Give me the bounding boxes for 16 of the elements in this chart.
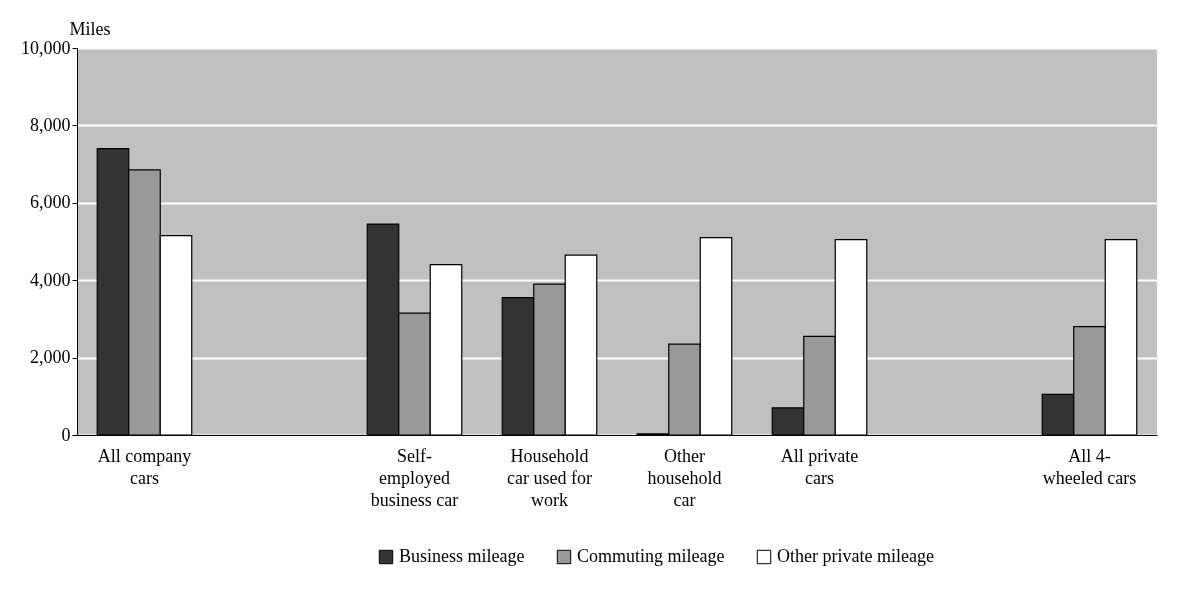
legend-label: Commuting mileage bbox=[577, 546, 725, 566]
y-tick-label: 2,000 bbox=[30, 347, 71, 368]
x-tick-label: Household car used for work bbox=[507, 445, 592, 510]
y-tick-label: 4,000 bbox=[30, 269, 71, 290]
y-axis-title: Miles bbox=[69, 18, 111, 39]
x-tick-label: Other household car bbox=[647, 445, 722, 510]
y-tick-label: 10,000 bbox=[21, 37, 71, 58]
legend-label: Business mileage bbox=[399, 546, 525, 566]
x-tick-label: Self-employed business car bbox=[370, 445, 459, 510]
x-tick-label: All 4-wheeled cars bbox=[1042, 445, 1137, 488]
y-tick-label: 6,000 bbox=[30, 192, 71, 213]
x-tick-label: All company cars bbox=[97, 445, 192, 488]
x-tick-label: All private cars bbox=[780, 445, 859, 488]
y-tick-label: 0 bbox=[61, 424, 71, 445]
y-tick-label: 8,000 bbox=[30, 114, 71, 135]
legend-label: Other private mileage bbox=[777, 546, 934, 566]
